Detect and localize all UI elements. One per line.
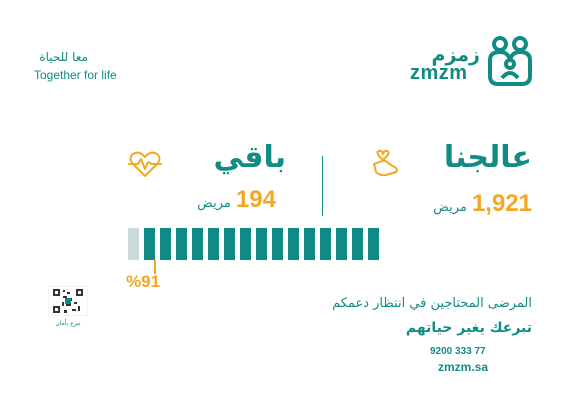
progress-segment-filled [144,228,155,260]
cta-line-1: المرضى المحتاجين في انتظار دعمكم [332,296,532,311]
progress-segment-filled [304,228,315,260]
treated-unit: مريض [433,200,467,215]
logo-english-text: zmzm [410,62,468,84]
hand-heart-icon [373,149,398,177]
progress-segment-filled [336,228,347,260]
remaining-count: 194 [235,186,276,213]
progress-segment-filled [224,228,235,260]
treated-count: 1,921 [471,190,532,217]
stats-divider [322,156,323,216]
progress-bars [128,228,532,260]
qr-code-icon[interactable] [48,286,88,316]
progress-segment-filled [160,228,171,260]
progress-marker [154,260,156,274]
progress-segment-filled [176,228,187,260]
progress-segment-filled [240,228,251,260]
logo-arabic-text: زمزم [431,44,480,66]
remaining-unit: مريض [197,196,231,211]
progress-segment-filled [288,228,299,260]
contact-phone[interactable]: 9200 333 77 [430,346,486,357]
qr-caption: تبرع بأمان [55,320,81,327]
progress-segment-filled [256,228,267,260]
family-hearts-icon [488,36,532,86]
progress-segment-filled [272,228,283,260]
cta-line-2: تبرعك يغير حياتهم [405,320,532,336]
remaining-title: باقي [213,140,286,175]
contact-website[interactable]: zmzm.sa [438,360,489,374]
progress-segment-filled [368,228,379,260]
remaining-count-row: 194 مريض [130,186,276,214]
progress-segment-filled [192,228,203,260]
progress-segment-filled [320,228,331,260]
tagline-arabic: معا للحياة [39,50,88,64]
treated-title: عالجنا [443,140,532,175]
treated-count-row: 1,921 مريض [346,190,532,218]
progress-percent: %91 [126,272,161,291]
progress-segment-filled [352,228,363,260]
tagline-english: Together for life [34,68,117,82]
progress-segment-filled [208,228,219,260]
heartbeat-icon [128,151,162,177]
progress-segment-empty [128,228,139,260]
